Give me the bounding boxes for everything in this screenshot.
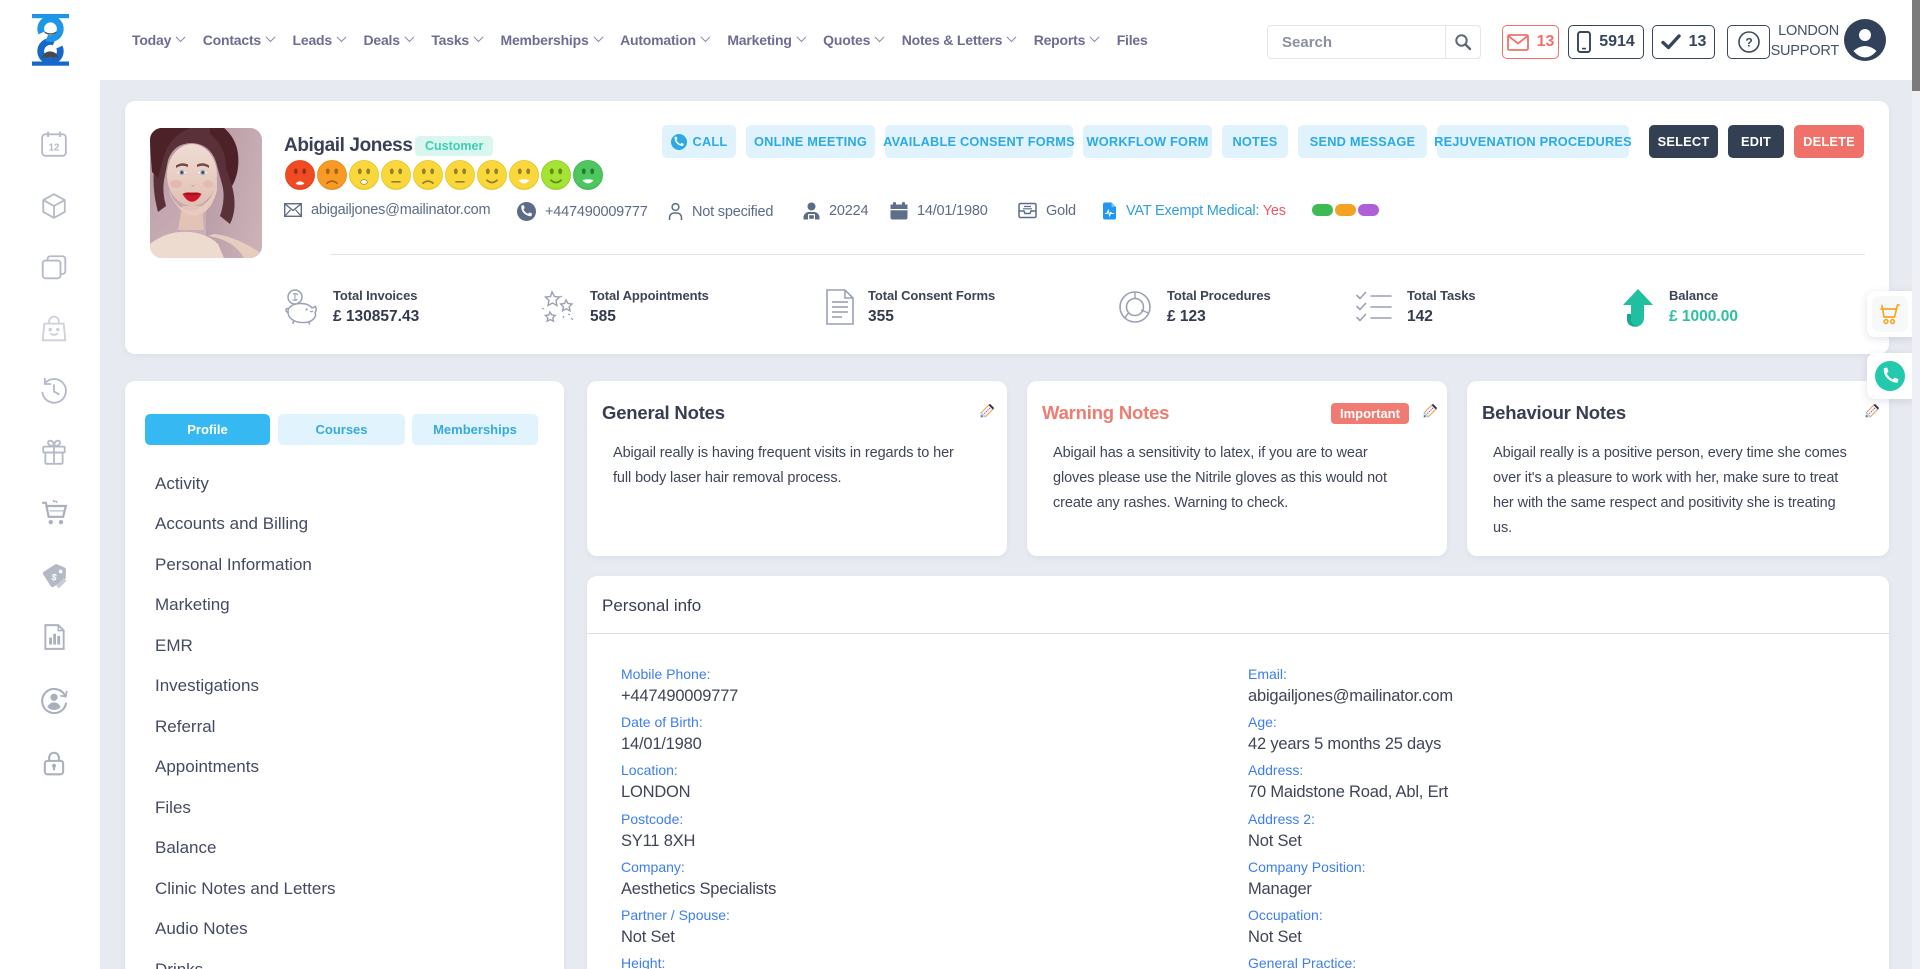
svg-text:?: ? — [1745, 36, 1752, 50]
svg-text:$: $ — [51, 572, 58, 583]
svg-text:12: 12 — [49, 142, 60, 153]
